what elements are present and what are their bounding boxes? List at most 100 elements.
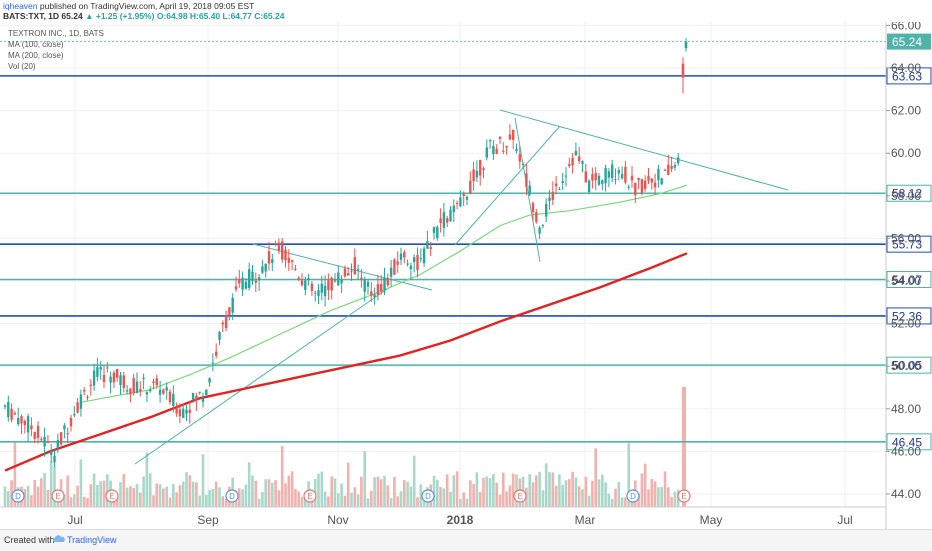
- plot-area[interactable]: [0, 22, 886, 507]
- moving-averages: [4, 184, 688, 472]
- candle-body-177: [587, 180, 591, 193]
- y-tick-label-2: 48.00: [891, 402, 921, 416]
- tradingview-link[interactable]: TradingView: [67, 535, 117, 545]
- candle-body-161: [535, 211, 538, 222]
- volume-bar-197: [653, 481, 657, 507]
- trendline-drop[interactable]: [514, 117, 541, 263]
- volume-bar-119: [396, 496, 399, 507]
- candle-body-121: [403, 252, 406, 258]
- volume-bar-67: [224, 498, 228, 507]
- price-chart[interactable]: 63.63 58.12 55.73 54.07 52.36 50.05 46.45 65.24…: [0, 22, 932, 529]
- price-axis[interactable]: 44.00 46.00 48.00 50.00 52.00 54.00 56.00 58.00…: [886, 22, 921, 501]
- earnings-marker-icon-1[interactable]: [51, 489, 65, 503]
- candle-body-125: [416, 254, 419, 271]
- candle-body-46: [155, 378, 158, 386]
- volume-bar-147: [488, 478, 492, 507]
- trendline-rising-2[interactable]: [454, 125, 561, 246]
- dividend-marker-icon-3[interactable]: [225, 489, 239, 503]
- candle-body-173: [574, 150, 578, 156]
- candle-body-134: [446, 218, 449, 223]
- volume-bar-0: [3, 486, 7, 507]
- candle-body-146: [485, 147, 488, 158]
- ma100-line[interactable]: [79, 184, 688, 404]
- candle-body-51: [172, 393, 175, 407]
- volume-bar-49: [165, 486, 168, 507]
- dividend-marker-icon-0[interactable]: [11, 489, 25, 503]
- level-label-3: 54.07: [892, 273, 922, 287]
- volume-bar-122: [406, 481, 409, 507]
- volume-bar-136: [452, 475, 456, 507]
- volume-bar-22: [76, 485, 79, 507]
- candle-body-186: [617, 170, 620, 174]
- volume-bar-106: [353, 487, 357, 507]
- candle-body-6: [23, 420, 26, 426]
- volume-bar-38: [129, 486, 132, 507]
- volume-bar-101: [337, 493, 340, 507]
- candle-body-53: [178, 409, 182, 417]
- volume-bar-184: [610, 498, 614, 507]
- volume-bar-41: [139, 492, 142, 507]
- candle-body-158: [525, 173, 528, 188]
- candle-body-44: [149, 389, 152, 392]
- candle-body-33: [112, 372, 116, 383]
- trendline-rising-1[interactable]: [134, 286, 391, 465]
- volume-bar-34: [115, 493, 119, 507]
- ma200-line[interactable]: [4, 252, 688, 472]
- volume-bar-62: [208, 490, 211, 507]
- candle-body-152: [505, 145, 508, 148]
- candle-body-183: [607, 171, 611, 178]
- volume-bar-11: [40, 478, 43, 507]
- candle-body-42: [142, 377, 145, 379]
- candle-body-131: [436, 226, 439, 239]
- dividend-marker-icon-7[interactable]: [626, 489, 640, 503]
- candle-body-52: [175, 407, 178, 414]
- volume-bar-132: [439, 486, 442, 507]
- earnings-marker-icon-4[interactable]: [303, 489, 317, 503]
- candle-body-16: [56, 440, 59, 449]
- volume-bar-2: [10, 480, 13, 507]
- trendline-resistance[interactable]: [499, 109, 789, 191]
- dividend-marker-icon-5[interactable]: [421, 489, 435, 503]
- close-value: C:65.24: [254, 11, 285, 21]
- candle-body-102: [340, 279, 343, 284]
- volume-bar-126: [419, 484, 423, 507]
- earnings-marker-icon-6[interactable]: [513, 489, 527, 503]
- candle-body-109: [363, 279, 366, 292]
- candle-body-137: [455, 203, 459, 205]
- volume-bar-45: [152, 495, 155, 507]
- level-label-bg-0: [886, 67, 932, 85]
- time-axis[interactable]: Jul Sep Nov 2018 Mar May Jul: [67, 513, 852, 527]
- volume-bar-30: [102, 480, 106, 507]
- earnings-marker-icon-8[interactable]: [677, 489, 691, 503]
- candle-body-73: [244, 281, 248, 289]
- y-tick-label-3: 50.00: [891, 359, 921, 373]
- candle-body-35: [119, 375, 122, 385]
- volume-bar-137: [455, 471, 459, 507]
- candle-body-67: [224, 314, 228, 329]
- level-label-6: 46.45: [892, 435, 922, 449]
- event-marker-label-5: D: [425, 492, 431, 501]
- candles: [3, 38, 688, 468]
- volume-bar-74: [247, 462, 251, 507]
- candle-body-140: [465, 196, 469, 200]
- candle-body-157: [521, 164, 525, 166]
- y-tick-label-1: 46.00: [891, 444, 921, 458]
- candle-body-19: [66, 433, 69, 435]
- volume-bar-79: [264, 479, 267, 507]
- candle-body-192: [637, 177, 640, 181]
- author-link[interactable]: iqheaven: [3, 1, 38, 11]
- candle-body-126: [419, 258, 422, 260]
- volume-bar-171: [568, 479, 571, 507]
- candle-body-185: [614, 178, 617, 180]
- volume-bar-82: [274, 480, 277, 507]
- candle-body-117: [389, 267, 393, 277]
- earnings-marker-icon-2[interactable]: [105, 489, 119, 503]
- volume-bar-139: [462, 492, 465, 507]
- volume-bar-97: [323, 491, 327, 507]
- candle-body-7: [26, 416, 30, 433]
- volume-bar-8: [30, 495, 33, 507]
- volume-bar-175: [581, 489, 584, 507]
- volume-bar-75: [251, 475, 254, 507]
- event-marker-label-7: D: [630, 492, 636, 501]
- volume-bar-9: [33, 479, 36, 507]
